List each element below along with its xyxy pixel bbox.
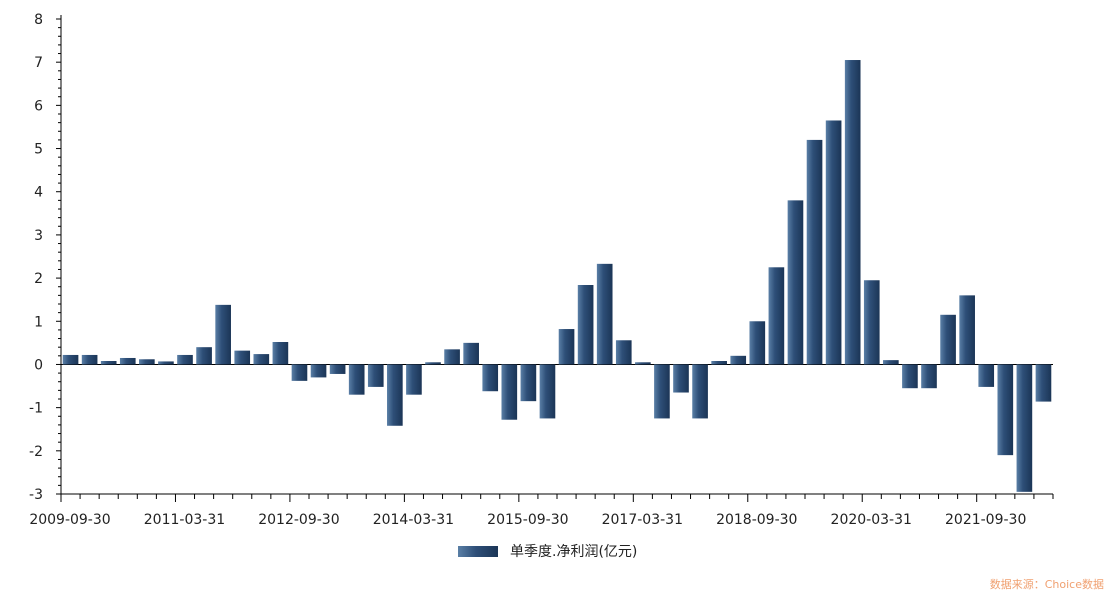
x-tick-label: 2018-09-30	[716, 512, 797, 528]
legend: 单季度.净利润(亿元)	[458, 541, 637, 561]
bar	[272, 342, 289, 365]
bar	[158, 361, 174, 365]
bar	[615, 340, 632, 365]
bar	[520, 364, 537, 402]
bar	[291, 364, 308, 381]
bar	[196, 347, 212, 365]
bar	[425, 362, 441, 365]
bar	[940, 314, 956, 365]
bar	[844, 60, 861, 365]
bar	[1016, 364, 1033, 492]
bar	[768, 267, 785, 365]
bar	[863, 280, 880, 365]
x-tick-label: 2009-09-30	[29, 512, 110, 528]
bar	[959, 295, 975, 365]
y-tick-label: 3	[34, 228, 43, 244]
legend-label: 单季度.净利润(亿元)	[510, 544, 638, 560]
bar	[310, 364, 327, 378]
x-tick-label: 2017-03-31	[602, 512, 683, 528]
bar	[482, 364, 499, 392]
bar	[730, 355, 747, 365]
y-tick-label: 7	[34, 55, 43, 71]
y-tick-label: 8	[34, 12, 43, 28]
bar	[749, 321, 766, 365]
bar	[635, 362, 651, 365]
bar	[234, 350, 251, 365]
bar	[1035, 364, 1052, 402]
x-tick-label: 2021-09-30	[945, 512, 1026, 528]
bar	[539, 364, 556, 419]
bar	[463, 342, 479, 365]
bar	[139, 359, 155, 365]
bars	[62, 60, 1052, 492]
bar	[711, 361, 727, 365]
bar	[406, 364, 422, 395]
bar	[253, 354, 270, 365]
y-tick-label: 0	[34, 357, 43, 373]
y-tick-label: 2	[34, 271, 43, 287]
bar	[444, 349, 460, 365]
bar	[119, 357, 136, 365]
y-tick-label: 5	[34, 142, 43, 158]
bar	[673, 364, 689, 393]
x-axis: 2009-09-30 2011-03-31 2012-09-30 2014-03-31…	[29, 363, 1054, 528]
source-note: 数据来源：Choice数据	[989, 578, 1104, 591]
y-axis: -3 -2 -1 0 1 2 3 4 5 6 7 8	[29, 12, 62, 503]
bar	[348, 364, 365, 395]
y-tick-label: -3	[29, 487, 43, 503]
bar	[329, 364, 346, 374]
y-tick-label: 1	[34, 314, 43, 330]
bar	[501, 364, 518, 420]
bar	[177, 354, 193, 365]
bar	[654, 364, 670, 419]
bar	[81, 354, 98, 365]
y-tick-label: -1	[29, 401, 43, 417]
y-tick-label: 4	[34, 185, 43, 201]
bar	[62, 354, 79, 365]
x-tick-label: 2011-03-31	[144, 512, 225, 528]
bar	[577, 285, 594, 365]
y-tick-label: -2	[29, 444, 43, 460]
bar	[921, 364, 937, 389]
bar	[978, 364, 995, 387]
bar	[367, 364, 384, 387]
x-tick-label: 2012-09-30	[258, 512, 339, 528]
legend-swatch	[458, 545, 498, 557]
x-tick-label: 2020-03-31	[831, 512, 912, 528]
bar	[387, 364, 403, 426]
x-tick-label: 2014-03-31	[373, 512, 454, 528]
bar	[806, 139, 823, 365]
bar	[997, 364, 1014, 456]
bar	[215, 304, 231, 365]
bar	[787, 200, 804, 365]
bar	[825, 120, 842, 365]
bar	[558, 329, 575, 365]
bar	[100, 361, 117, 365]
y-tick-label: 6	[34, 98, 43, 114]
bar	[883, 360, 899, 365]
bar	[692, 364, 708, 419]
bar	[902, 364, 918, 389]
bar	[596, 263, 613, 365]
x-tick-label: 2015-09-30	[487, 512, 568, 528]
